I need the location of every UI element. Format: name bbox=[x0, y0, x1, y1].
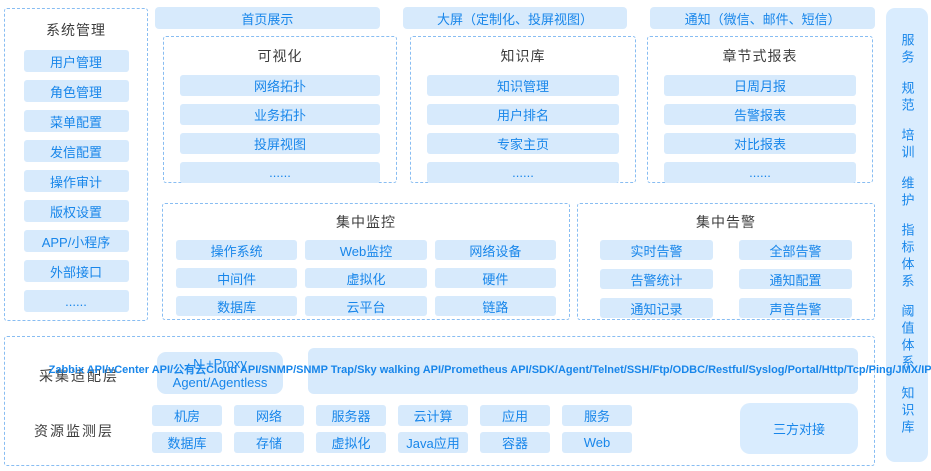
banner-big-screen: 大屏（定制化、投屏视图） bbox=[402, 7, 628, 29]
module-chip-more: ...... bbox=[23, 290, 129, 312]
system-management-items: 用户管理 角色管理 菜单配置 发信配置 操作审计 版权设置 APP/小程序 外部… bbox=[5, 50, 147, 312]
module-chip-comparison-report: 对比报表 bbox=[664, 133, 856, 154]
module-chip-notification-config: 通知配置 bbox=[739, 269, 852, 289]
module-chip-menu-config: 菜单配置 bbox=[23, 110, 129, 132]
panel-title-system-management: 系统管理 bbox=[46, 22, 106, 38]
module-chip-cloud-platform: 云平台 bbox=[305, 296, 427, 316]
panel-centralized-monitoring: 集中监控 操作系统 Web监控 网络设备 中间件 虚拟化 硬件 数据库 云平台 … bbox=[162, 203, 570, 320]
module-chip-database: 数据库 bbox=[152, 432, 222, 453]
module-chip-app-miniprogram: APP/小程序 bbox=[23, 230, 129, 252]
module-chip-alarm-report: 告警报表 bbox=[664, 104, 856, 125]
module-chip-java-application: Java应用 bbox=[398, 432, 468, 453]
panel-chapter-report: 章节式报表 日周月报 告警报表 对比报表 ...... bbox=[647, 36, 873, 183]
panel-title-visualization: 可视化 bbox=[257, 48, 303, 64]
support-item-training: 培训 bbox=[899, 128, 915, 163]
module-chip-more: ...... bbox=[180, 162, 380, 183]
module-chip-network: 网络 bbox=[234, 405, 304, 426]
module-chip-virtualization: 虚拟化 bbox=[316, 432, 386, 453]
module-chip-link: 链路 bbox=[434, 296, 556, 316]
module-chip-database: 数据库 bbox=[176, 296, 298, 316]
module-chip-storage: 存储 bbox=[234, 432, 304, 453]
module-chip-machine-room: 机房 bbox=[152, 405, 222, 426]
label-collection-adapter-layer: 采集适配层 bbox=[39, 368, 119, 384]
knowledge-base-items: 知识管理 用户排名 专家主页 ...... bbox=[427, 75, 619, 183]
panel-centralized-alerting: 集中告警 实时告警 全部告警 告警统计 通知配置 通知记录 声音告警 bbox=[577, 203, 875, 320]
support-item-standard: 规范 bbox=[899, 80, 915, 115]
module-chip-proxy-agent: N +Proxy Agent/Agentless bbox=[157, 352, 283, 394]
support-item-threshold-system: 阈值体系 bbox=[899, 304, 915, 373]
module-chip-more: ...... bbox=[664, 162, 856, 183]
visualization-items: 网络拓扑 业务拓扑 投屏视图 ...... bbox=[180, 75, 380, 183]
module-chip-hardware: 硬件 bbox=[434, 268, 556, 288]
module-chip-more: ...... bbox=[427, 162, 619, 183]
module-chip-business-topology: 业务拓扑 bbox=[180, 104, 380, 125]
alerting-items: 实时告警 全部告警 告警统计 通知配置 通知记录 声音告警 bbox=[600, 240, 852, 318]
module-chip-application: 应用 bbox=[480, 405, 550, 426]
module-chip-external-interface: 外部接口 bbox=[23, 260, 129, 282]
panel-system-management: 系统管理 用户管理 角色管理 菜单配置 发信配置 操作审计 版权设置 APP/小… bbox=[4, 8, 148, 321]
banner-home-display: 首页展示 bbox=[155, 7, 380, 29]
label-resource-monitoring-layer: 资源监测层 bbox=[34, 423, 114, 439]
module-chip-virtualization: 虚拟化 bbox=[305, 268, 427, 288]
panel-title-chapter-report: 章节式报表 bbox=[722, 48, 798, 64]
support-item-indicator-system: 指标体系 bbox=[899, 222, 915, 291]
resource-row-1: 机房 网络 服务器 云计算 应用 服务 bbox=[152, 405, 632, 426]
module-chip-sound-alarm: 声音告警 bbox=[739, 298, 852, 318]
module-chip-container: 容器 bbox=[480, 432, 550, 453]
support-item-maintenance: 维护 bbox=[899, 175, 915, 210]
module-chip-projection-view: 投屏视图 bbox=[180, 133, 380, 154]
module-chip-server: 服务器 bbox=[316, 405, 386, 426]
chapter-report-items: 日周月报 告警报表 对比报表 ...... bbox=[664, 75, 856, 183]
module-chip-realtime-alarm: 实时告警 bbox=[600, 240, 713, 260]
module-chip-notification-record: 通知记录 bbox=[600, 298, 713, 318]
support-system-bar: 服务 规范 培训 维护 指标体系 阈值体系 知识库 bbox=[886, 8, 928, 462]
module-chip-mail-config: 发信配置 bbox=[23, 140, 129, 162]
module-chip-service: 服务 bbox=[562, 405, 632, 426]
module-chip-network-device: 网络设备 bbox=[434, 240, 556, 260]
module-chip-role-management: 角色管理 bbox=[23, 80, 129, 102]
panel-title-centralized-alerting: 集中告警 bbox=[696, 214, 756, 230]
module-chip-user-management: 用户管理 bbox=[23, 50, 129, 72]
module-chip-web-monitoring: Web监控 bbox=[305, 240, 427, 260]
module-chip-expert-homepage: 专家主页 bbox=[427, 133, 619, 154]
module-chip-protocol-list: Zabbix API/vCenter API/公有云Cloud API/SNMP… bbox=[49, 348, 931, 394]
panel-collection-layers: 采集适配层 N +Proxy Agent/Agentless Zabbix AP… bbox=[4, 336, 931, 466]
module-chip-copyright-settings: 版权设置 bbox=[23, 200, 129, 222]
module-chip-web: Web bbox=[562, 432, 632, 453]
support-item-knowledge-base: 知识库 bbox=[899, 385, 915, 437]
module-chip-knowledge-management: 知识管理 bbox=[427, 75, 619, 96]
resource-row-2: 数据库 存储 虚拟化 Java应用 容器 Web bbox=[152, 432, 632, 453]
module-chip-alarm-statistics: 告警统计 bbox=[600, 269, 713, 289]
module-chip-operation-audit: 操作审计 bbox=[23, 170, 129, 192]
panel-knowledge-base: 知识库 知识管理 用户排名 专家主页 ...... bbox=[410, 36, 636, 183]
banner-notification: 通知（微信、邮件、短信） bbox=[650, 7, 876, 29]
module-chip-third-party-integration: 三方对接 bbox=[740, 403, 858, 454]
top-banner-row: 首页展示 大屏（定制化、投屏视图） 通知（微信、邮件、短信） bbox=[155, 7, 876, 29]
panel-title-centralized-monitoring: 集中监控 bbox=[336, 214, 396, 230]
monitoring-items: 操作系统 Web监控 网络设备 中间件 虚拟化 硬件 数据库 云平台 链路 bbox=[176, 240, 556, 316]
module-chip-user-ranking: 用户排名 bbox=[427, 104, 619, 125]
module-chip-operating-system: 操作系统 bbox=[176, 240, 298, 260]
module-chip-daily-weekly-monthly-report: 日周月报 bbox=[664, 75, 856, 96]
module-chip-cloud-computing: 云计算 bbox=[398, 405, 468, 426]
panel-title-knowledge-base: 知识库 bbox=[500, 48, 546, 64]
support-item-service: 服务 bbox=[899, 33, 915, 68]
module-chip-network-topology: 网络拓扑 bbox=[180, 75, 380, 96]
module-chip-all-alarms: 全部告警 bbox=[739, 240, 852, 260]
panel-visualization: 可视化 网络拓扑 业务拓扑 投屏视图 ...... bbox=[163, 36, 397, 183]
module-chip-middleware: 中间件 bbox=[176, 268, 298, 288]
